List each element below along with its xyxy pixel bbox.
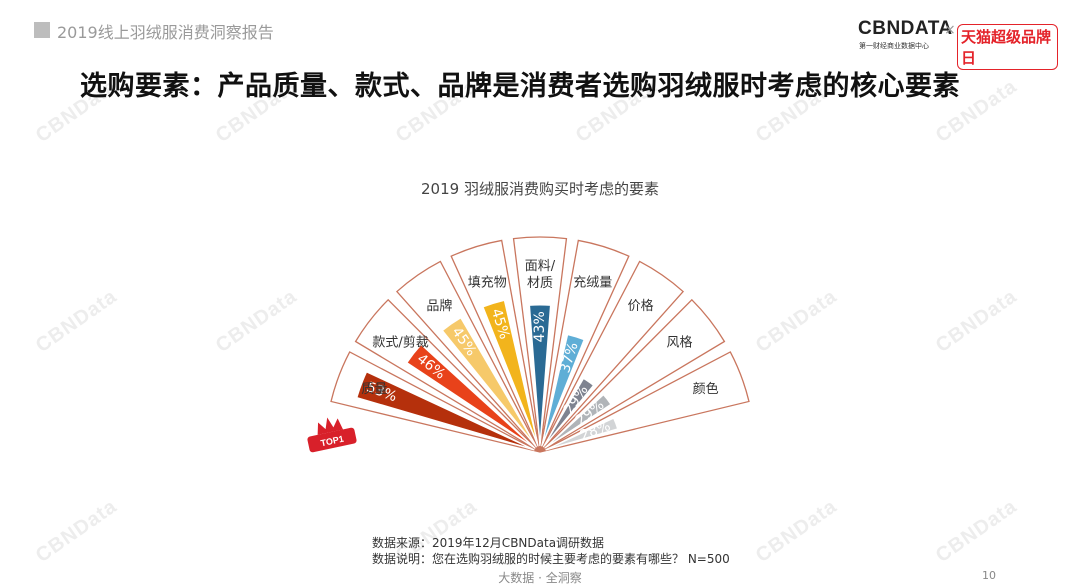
value-label: 43% (532, 311, 548, 342)
category-label: 充绒量 (573, 275, 612, 291)
report-title: 2019线上羽绒服消费洞察报告 (57, 23, 274, 42)
footer-slogan: 大数据 · 全洞察 (498, 571, 582, 585)
sector-outline (512, 236, 568, 453)
badge-label: TOP1 (320, 434, 345, 449)
logo-subtitle: 第一财经商业数据中心 (859, 42, 929, 50)
category-label: 风格 (666, 335, 692, 351)
logo-brand: CBNDATA (858, 18, 953, 39)
sector-outline (395, 260, 541, 453)
page-number: 10 (982, 569, 996, 582)
bar-wedge (542, 377, 595, 448)
bar-wedge (545, 416, 619, 451)
category-label: 颜色 (693, 381, 719, 397)
chart-title: 2019 羽绒服消费购买时考虑的要素 (421, 180, 659, 198)
logo-partner: 天猫超级品牌日 (957, 24, 1058, 70)
crown-icon (317, 417, 344, 435)
category-label: 款式/剪裁 (372, 335, 428, 351)
category-label: 价格 (628, 298, 654, 314)
sector-outline (539, 260, 685, 453)
bar-wedge (541, 333, 586, 447)
sector-outline (539, 298, 726, 453)
category-label: 填充物 (468, 275, 507, 291)
bar-wedge (481, 299, 539, 447)
sector-outline (330, 351, 541, 453)
data-description-note: 数据说明：您在选购羽绒服的时候主要考虑的要素有哪些？ N=500 (372, 552, 730, 566)
page-title: 选购要素：产品质量、款式、品牌是消费者选购羽绒服时考虑的核心要素 (80, 71, 960, 102)
top1-badge: TOP1 (307, 417, 357, 453)
badge-ribbon (307, 427, 357, 453)
bar-wedge (355, 370, 535, 451)
header-square-icon (34, 22, 50, 38)
sector-outline (539, 351, 750, 453)
bar-wedge (405, 343, 536, 449)
category-label: 品牌 (426, 298, 452, 314)
category-label: 材质 (527, 276, 553, 291)
bar-wedge (528, 304, 552, 447)
category-label: 质量 (361, 382, 387, 397)
sector-outline (354, 298, 541, 453)
logo-separator: × (944, 22, 956, 38)
category-label: 面料/ (525, 259, 556, 274)
data-source-note: 数据来源：2019年12月CBNData调研数据 (372, 536, 605, 550)
value-label: 37% (557, 340, 582, 374)
bar-wedge (441, 316, 538, 448)
bar-wedge (544, 393, 613, 449)
brand-logo: CBNDATA 第一财经商业数据中心 × 天猫超级品牌日 (858, 18, 1058, 70)
sector-outline (450, 239, 541, 453)
sector-outline (539, 239, 630, 453)
